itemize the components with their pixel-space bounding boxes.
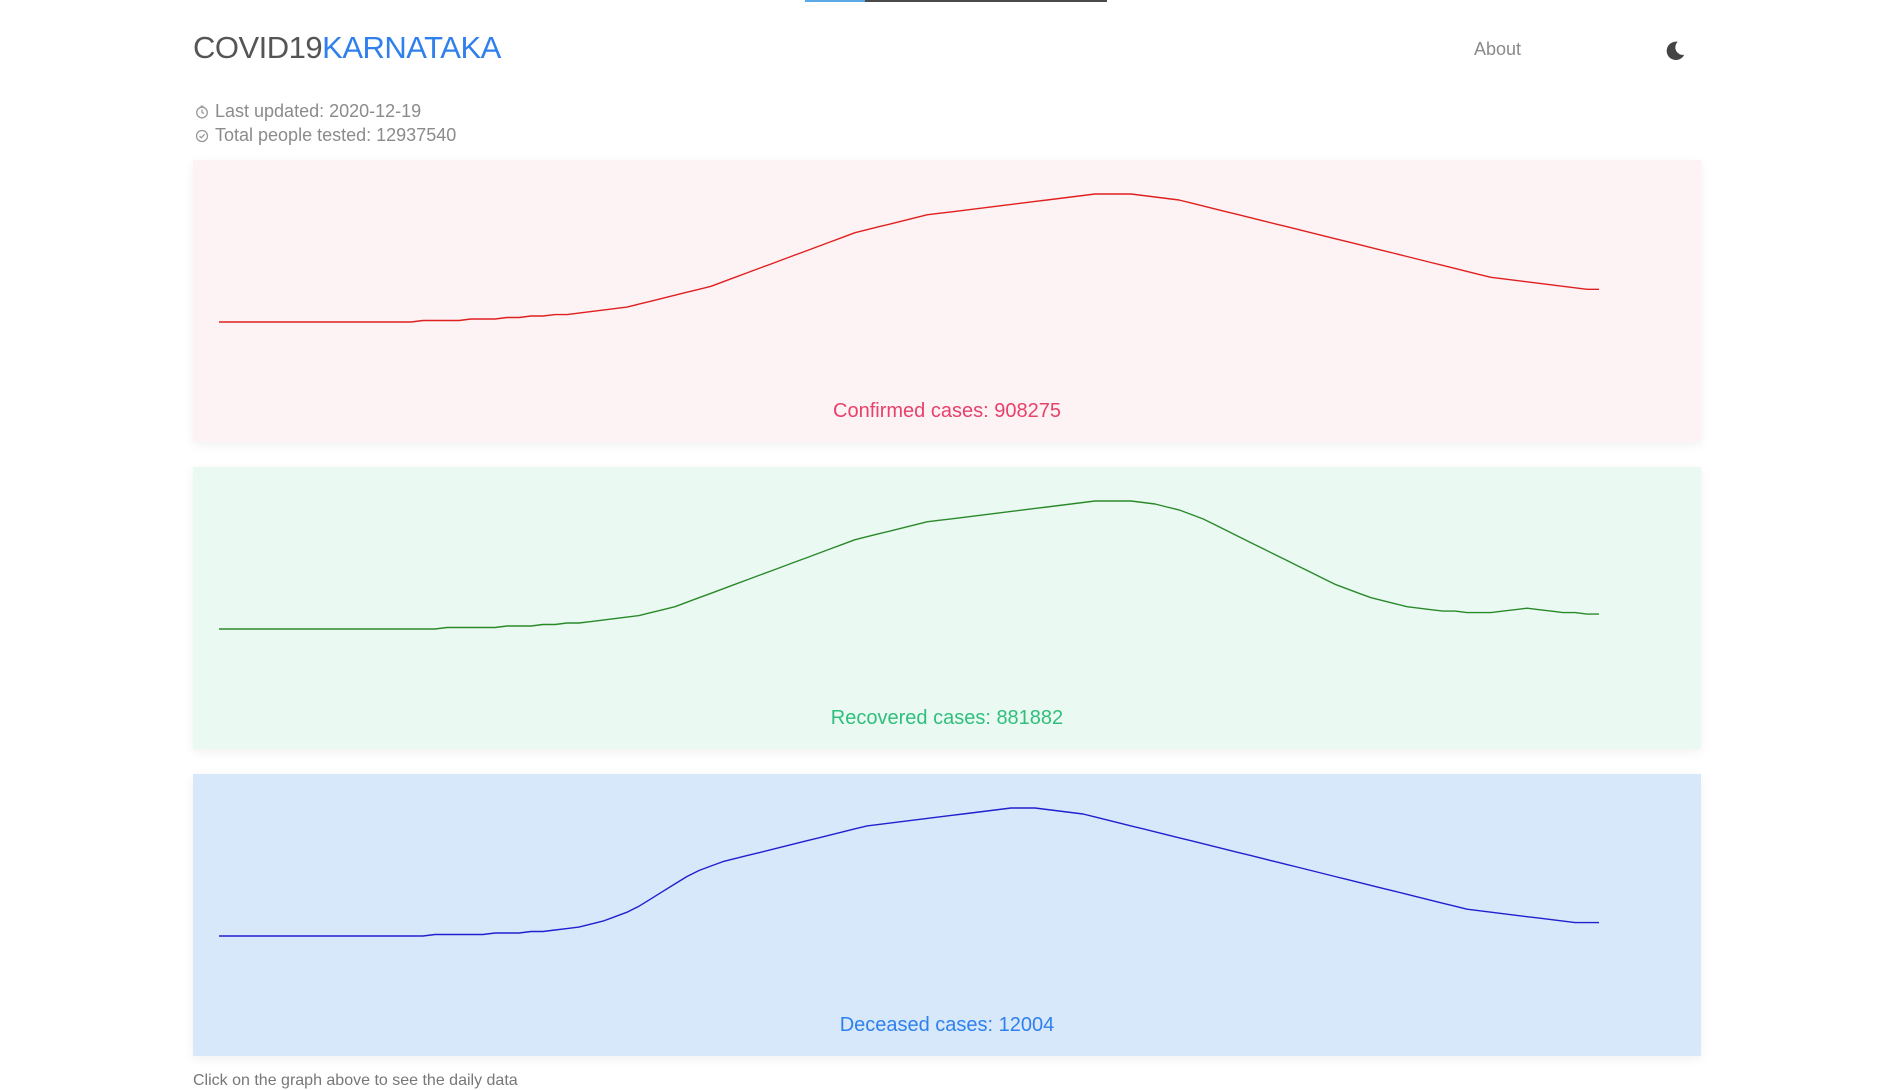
last-updated: Last updated: 2020-12-19 (195, 101, 421, 122)
recovered-caption: Recovered cases: 881882 (193, 707, 1701, 730)
deceased-series-line (219, 807, 1599, 937)
recovered-chart-card[interactable]: Recovered cases: 881882 (193, 467, 1701, 749)
confirmed-value: 908275 (994, 400, 1061, 422)
brand-covid19: COVID19 (193, 30, 323, 65)
loading-progress-bar (805, 0, 1107, 2)
brand-karnataka: KARNATAKA (322, 30, 501, 65)
tested-value: 12937540 (376, 125, 457, 145)
deceased-caption: Deceased cases: 12004 (193, 1014, 1701, 1037)
confirmed-caption: Confirmed cases: 908275 (193, 400, 1701, 423)
recovered-series-line (219, 500, 1599, 630)
theme-toggle-button[interactable] (1662, 38, 1688, 64)
footer-note: Click on the graph above to see the dail… (193, 1072, 518, 1089)
confirmed-label: Confirmed cases: (833, 400, 995, 422)
deceased-chart-card[interactable]: Deceased cases: 12004 (193, 774, 1701, 1056)
total-tested: Total people tested: 12937540 (195, 125, 456, 146)
confirmed-line-chart (219, 193, 1599, 323)
last-updated-label: Last updated: (215, 101, 325, 121)
clock-icon (196, 105, 208, 118)
deceased-label: Deceased cases: (839, 1014, 999, 1036)
tested-label: Total people tested: (215, 125, 372, 145)
recovered-label: Recovered cases: (830, 707, 997, 729)
confirmed-series-line (219, 193, 1599, 323)
last-updated-value: 2020-12-19 (329, 101, 422, 121)
moon-icon (1666, 41, 1685, 61)
recovered-line-chart (219, 500, 1599, 630)
check-circle-icon (195, 129, 209, 142)
site-logo[interactable]: COVID19KARNATAKA (193, 30, 501, 66)
loading-progress-fill (805, 0, 866, 2)
recovered-value: 881882 (996, 707, 1064, 729)
confirmed-chart-card[interactable]: Confirmed cases: 908275 (193, 160, 1701, 442)
deceased-line-chart (219, 807, 1599, 937)
deceased-value: 12004 (998, 1014, 1055, 1036)
nav-about-link[interactable]: About (1474, 39, 1522, 59)
